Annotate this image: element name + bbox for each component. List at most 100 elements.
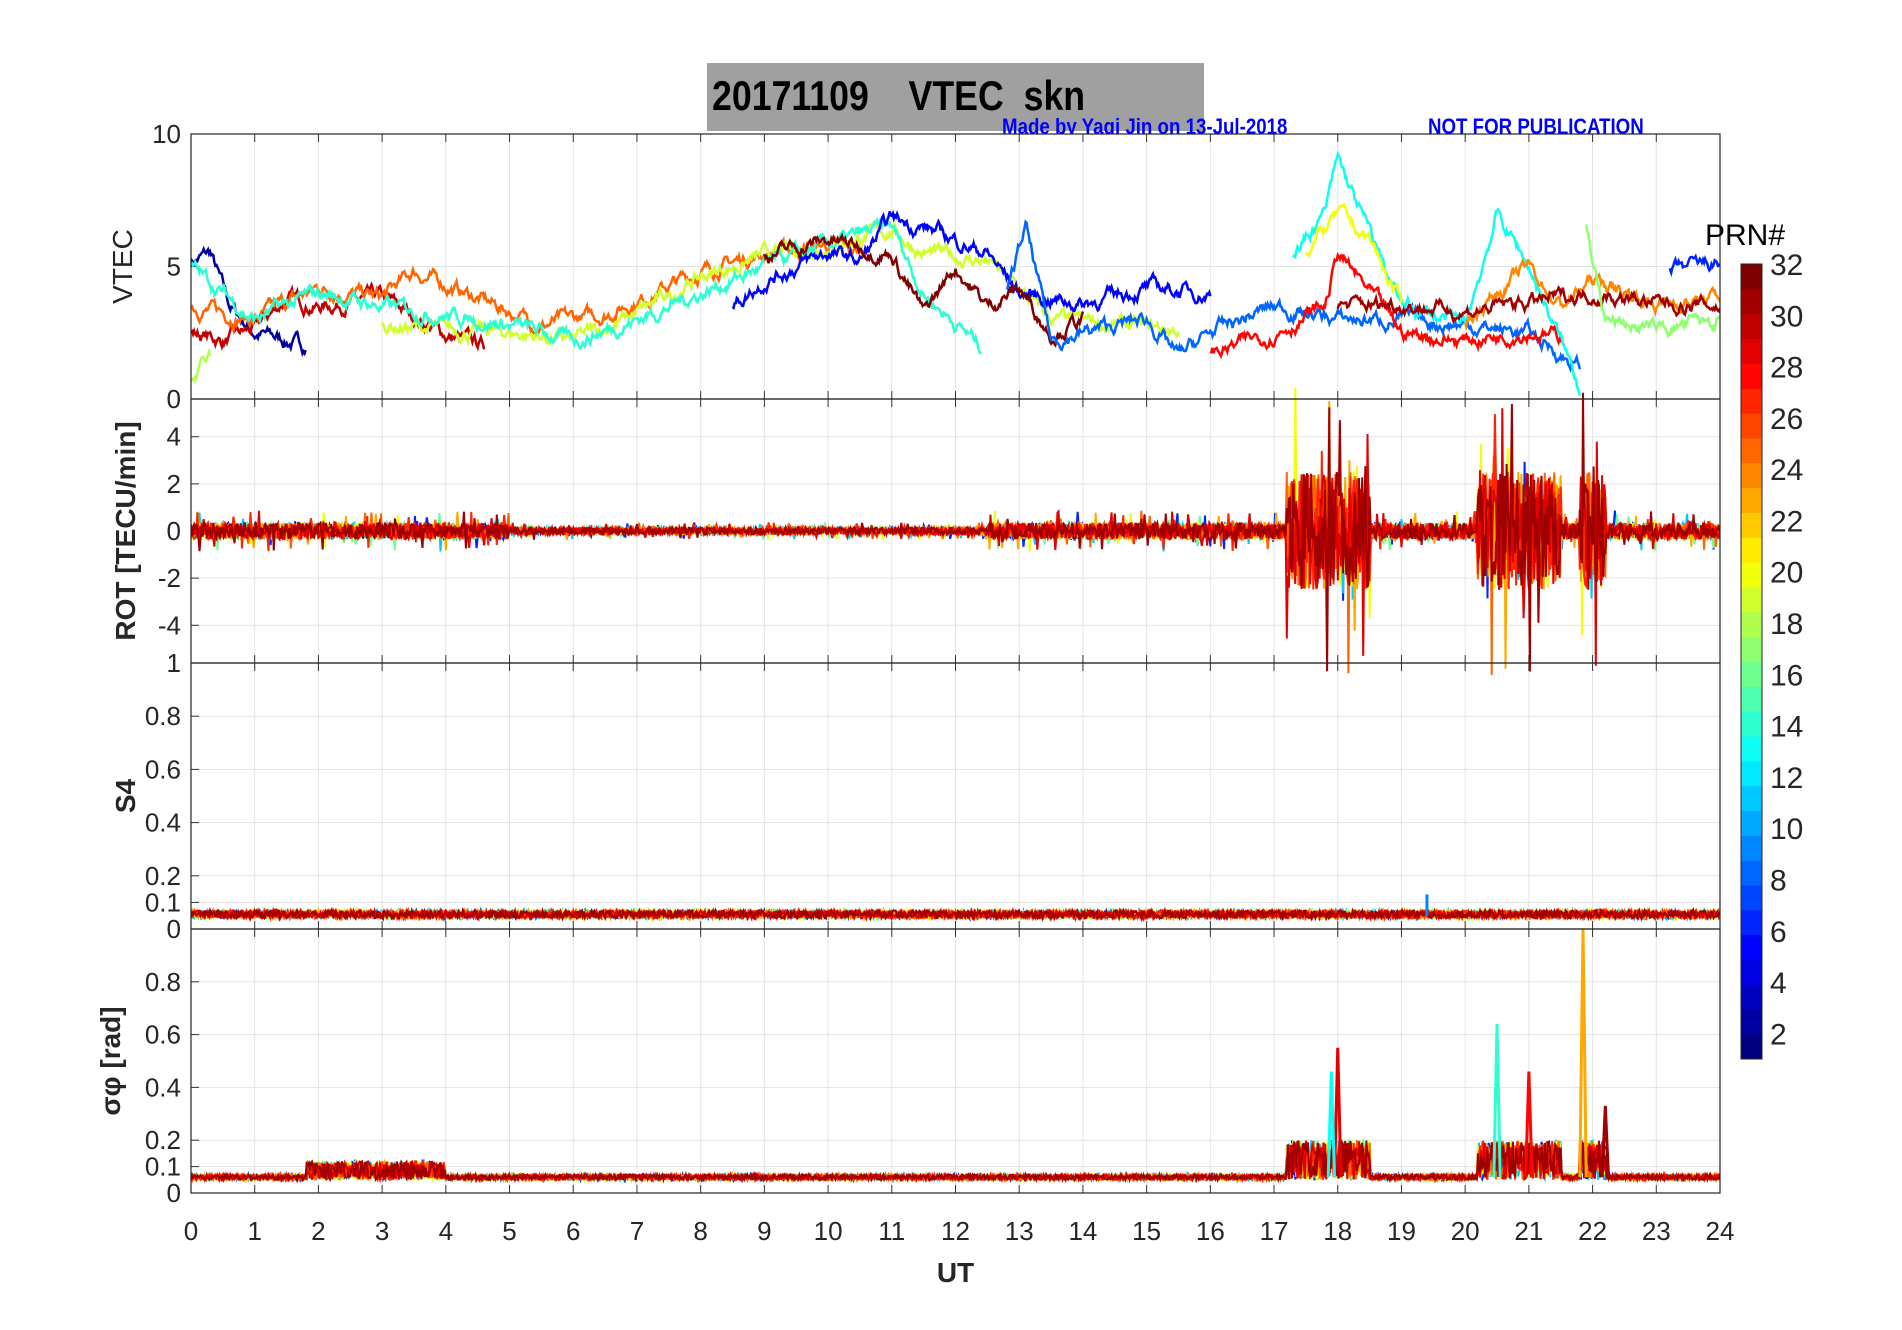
- y-tick-label: 0.4: [145, 1072, 181, 1102]
- x-tick-label: 3: [375, 1216, 389, 1246]
- x-tick-label: 10: [814, 1216, 843, 1246]
- y-tick-label: 0.6: [145, 1020, 181, 1050]
- x-tick-label: 23: [1642, 1216, 1671, 1246]
- colorbar-frame: [1740, 263, 1763, 1060]
- colorbar-swatch: [1741, 363, 1762, 389]
- y-tick-label: 0.2: [145, 861, 181, 891]
- x-tick-label: 19: [1387, 1216, 1416, 1246]
- colorbar-tick-label: 30: [1770, 300, 1803, 333]
- s4-trace-prn31: [191, 906, 1720, 923]
- sigma-peak: [1333, 1047, 1343, 1178]
- vtec-trace-prn17: [1584, 224, 1720, 339]
- y-axis-label-rot: ROT [TECU/min]: [110, 421, 141, 640]
- colorbar-swatch: [1741, 1034, 1762, 1060]
- x-tick-label: 9: [757, 1216, 771, 1246]
- x-tick-label: 8: [693, 1216, 707, 1246]
- colorbar-tick-label: 24: [1770, 454, 1803, 487]
- colorbar-swatch: [1741, 462, 1762, 489]
- colorbar-swatch: [1741, 860, 1762, 886]
- colorbar-swatch: [1741, 711, 1762, 737]
- colorbar-swatch: [1741, 885, 1762, 911]
- x-tick-label: 17: [1260, 1216, 1289, 1246]
- colorbar-swatch: [1741, 388, 1762, 414]
- x-tick-label: 22: [1578, 1216, 1607, 1246]
- colorbar-tick-label: 14: [1770, 711, 1803, 744]
- colorbar-swatch: [1741, 537, 1762, 563]
- vtec-trace-prn13: [1292, 150, 1582, 396]
- y-tick-label: 5: [167, 252, 181, 282]
- colorbar-swatch: [1741, 636, 1762, 662]
- x-tick-label: 1: [247, 1216, 261, 1246]
- x-tick-label: 18: [1323, 1216, 1352, 1246]
- y-tick-label: 1: [167, 648, 181, 678]
- colorbar-swatch: [1741, 984, 1762, 1010]
- y-tick-label: 0.6: [145, 754, 181, 784]
- x-tick-label: 6: [566, 1216, 580, 1246]
- x-tick-label: 4: [439, 1216, 453, 1246]
- colorbar-swatch: [1741, 686, 1762, 712]
- x-tick-label: 14: [1068, 1216, 1097, 1246]
- x-tick-label: 16: [1196, 1216, 1225, 1246]
- vtec-trace-prn5: [731, 209, 1212, 313]
- colorbar-tick-label: 4: [1770, 967, 1787, 1000]
- colorbar-swatch: [1741, 586, 1762, 613]
- vtec-trace-prn20: [1304, 203, 1403, 303]
- vtec-trace-prn31: [1336, 285, 1720, 326]
- y-tick-label: 0.2: [145, 1125, 181, 1155]
- x-tick-label: 20: [1451, 1216, 1480, 1246]
- colorbar-swatch: [1741, 909, 1762, 936]
- y-tick-label: 4: [167, 422, 181, 452]
- y-tick-label: -2: [158, 563, 181, 593]
- colorbar-swatch: [1741, 611, 1762, 638]
- colorbar-swatch: [1741, 313, 1762, 340]
- y-tick-label: 0.4: [145, 808, 181, 838]
- colorbar-swatch: [1741, 512, 1762, 538]
- x-tick-label: 2: [311, 1216, 325, 1246]
- colorbar-swatch: [1741, 562, 1762, 588]
- x-tick-label: 15: [1132, 1216, 1161, 1246]
- vtec-trace-prn14: [191, 216, 982, 355]
- colorbar-tick-label: 2: [1770, 1018, 1787, 1051]
- x-tick-label: 0: [184, 1216, 198, 1246]
- y-tick-label: 0: [167, 914, 181, 944]
- rot-trace-prn31: [191, 392, 1720, 672]
- x-tick-label: 7: [630, 1216, 644, 1246]
- colorbar-swatch: [1741, 736, 1762, 762]
- vtec-trace-prn24: [1464, 257, 1720, 332]
- y-tick-label: 0.8: [145, 701, 181, 731]
- colorbar-swatch: [1741, 1009, 1762, 1035]
- y-tick-label: 0.1: [145, 887, 181, 917]
- vtec-trace-prn8: [1005, 219, 1582, 374]
- colorbar-tick-label: 20: [1770, 557, 1803, 590]
- colorbar-tick-label: 28: [1770, 352, 1803, 385]
- y-tick-label: 0.8: [145, 967, 181, 997]
- y-tick-label: -4: [158, 610, 181, 640]
- colorbar-swatch: [1741, 264, 1762, 290]
- y-tick-label: 10: [152, 119, 181, 149]
- colorbar-swatch: [1741, 661, 1762, 687]
- colorbar-swatch: [1741, 934, 1762, 961]
- colorbar-tick-label: 26: [1770, 403, 1803, 436]
- colorbar-tick-label: 12: [1770, 762, 1803, 795]
- vtec-trace-prn6: [1668, 253, 1720, 278]
- colorbar-swatch: [1741, 487, 1762, 513]
- colorbar-swatch: [1741, 810, 1762, 836]
- sigma-peak: [1326, 1071, 1337, 1178]
- x-tick-label: 13: [1005, 1216, 1034, 1246]
- y-axis-label-vtec: VTEC: [107, 229, 138, 304]
- y-tick-label: 0: [167, 516, 181, 546]
- sigma-trace-prn31: [191, 1138, 1720, 1184]
- colorbar-swatch: [1741, 437, 1762, 464]
- colorbar-swatch: [1741, 288, 1762, 315]
- colorbar-tick-label: 16: [1770, 659, 1803, 692]
- y-axis-label-s4: S4: [110, 778, 141, 813]
- colorbar-tick-label: 6: [1770, 916, 1787, 949]
- y-tick-label: 0: [167, 1178, 181, 1208]
- colorbar-tick-label: 18: [1770, 608, 1803, 641]
- chart-title: 20171109 VTEC skn: [712, 72, 1086, 119]
- sigma-peak: [1600, 1105, 1611, 1178]
- title-box: [707, 63, 1204, 131]
- y-tick-label: 0.1: [145, 1152, 181, 1182]
